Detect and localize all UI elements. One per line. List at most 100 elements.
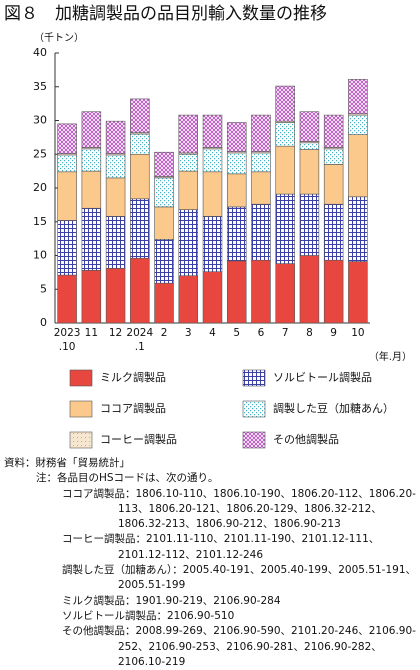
bar-segment [226, 152, 247, 175]
bar-segment [323, 164, 344, 205]
bar-segment [251, 152, 271, 173]
bar-segment [57, 220, 77, 276]
legend-label: ミルク調製品 [100, 370, 166, 384]
x-tick-label: 4 [209, 327, 216, 339]
y-axis-label: （千トン） [34, 32, 84, 44]
bar-segment [81, 207, 102, 271]
legend-swatch [242, 369, 266, 387]
bar-segment [178, 170, 199, 210]
bar-segment [81, 111, 102, 148]
bar-segment [348, 134, 368, 198]
bar-segment [299, 142, 320, 150]
bar-segment [130, 198, 150, 259]
bar-segment [154, 282, 174, 324]
bar-segment [323, 203, 344, 261]
y-tick-label: 5 [40, 282, 47, 295]
y-tick-label: 10 [33, 249, 47, 262]
item-codes: 2101.11-110、2101.11-190、2101.12-111、2101… [118, 533, 380, 561]
x-tick-label: 7 [281, 327, 289, 339]
bar-segment [226, 122, 247, 152]
bar-segment [299, 193, 320, 256]
x-tick-label: 2024 .1 [126, 327, 154, 353]
x-tick-label: 2 [160, 327, 168, 339]
bar-segment [154, 151, 174, 177]
bar-segment [105, 154, 126, 179]
bar-segment [323, 259, 344, 324]
bar-segment [202, 171, 223, 217]
item-name: コーヒー調製品： [62, 533, 146, 546]
bar-segment [226, 173, 247, 208]
bar-segment [348, 79, 368, 115]
legend-swatch [69, 369, 93, 387]
legend-swatch [242, 400, 266, 418]
bar-segment [130, 153, 150, 200]
bar-segment [154, 206, 174, 240]
chart: 図８ 加糖調製品の品目別輸入数量の推移 （千トン） （年.月） 0 5 10 15 20… [4, 4, 412, 449]
bar-segment [251, 259, 271, 324]
legend-swatch [242, 431, 266, 449]
hs-code-item: ココア調製品：1806.10-110、1806.10-190、1806.20-1… [4, 487, 416, 533]
item-name: 調製した豆（加糖あん）： [62, 564, 183, 577]
y-tick-label: 40 [33, 46, 47, 59]
bar-segment [299, 255, 320, 324]
bar-segment [323, 114, 344, 148]
item-codes: 2106.90-510 [167, 609, 235, 622]
notes: 資料：財務省「貿易統計」 注：各品目のHSコードは、次の通り。 ココア調製品：1… [4, 456, 416, 670]
x-tick-label: 8 [306, 327, 313, 339]
bar-segment [81, 270, 102, 324]
bar-segment [105, 268, 126, 324]
bar-segment [251, 171, 271, 205]
legend-swatch [69, 431, 93, 449]
bar-segment [105, 177, 126, 217]
bar-segment [130, 257, 150, 324]
bar-segment [299, 149, 320, 195]
bar-segment [154, 239, 174, 284]
legend-label: コーヒー調製品 [100, 432, 177, 446]
item-name: ソルビトール調製品： [62, 609, 167, 622]
item-codes: 1901.90-219、2106.90-284 [135, 594, 281, 607]
bar-segment [130, 98, 150, 133]
bar-segment [202, 148, 223, 173]
hs-code-item: コーヒー調製品：2101.11-110、2101.11-190、2101.12-… [4, 532, 416, 563]
bar-segment [226, 260, 247, 324]
bar-segment [226, 206, 247, 262]
bar-segment [251, 114, 271, 152]
bar-segment [57, 154, 77, 173]
bar-segment [81, 170, 102, 209]
y-tick-label: 20 [33, 181, 47, 194]
x-axis-label: （年.月） [369, 350, 412, 363]
item-name: その他調製品： [62, 625, 136, 638]
x-tick-label: 2023 .10 [53, 327, 81, 353]
y-tick-label: 0 [40, 316, 47, 329]
bar-segment [275, 263, 295, 324]
hs-code-item: ソルビトール調製品：2106.90-510 [4, 609, 416, 624]
bar-segment [202, 271, 223, 324]
bar-segment [202, 114, 223, 148]
chart-title: 図８ 加糖調製品の品目別輸入数量の推移 [4, 4, 327, 24]
bar-segment [202, 216, 223, 273]
bar-segment [130, 133, 150, 155]
bar-segment [275, 85, 295, 122]
bar-segment [323, 148, 344, 165]
item-name: ミルク調製品： [62, 594, 136, 607]
y-tick-label: 30 [33, 114, 47, 127]
y-tick-label: 25 [33, 147, 47, 160]
hs-code-item: その他調製品：2008.99-269、2106.90-590、2101.20-2… [4, 624, 416, 670]
legend-label: ソルビトール調製品 [273, 370, 372, 384]
x-tick-label: 12 [108, 327, 123, 339]
item-name: ココア調製品： [62, 487, 136, 500]
bar-segment [178, 153, 199, 172]
hs-code-item: ミルク調製品：1901.90-219、2106.90-284 [4, 594, 416, 609]
bar-segment [57, 171, 77, 221]
x-tick-label: 6 [257, 327, 265, 339]
bar-segment [348, 114, 368, 135]
bar-segment [81, 148, 102, 172]
x-tick-label: 9 [330, 327, 337, 339]
bar-segment [275, 193, 295, 264]
y-tick-label: 15 [33, 215, 47, 228]
bar-segment [275, 122, 295, 147]
x-tick-label: 11 [84, 327, 99, 339]
item-codes: 2005.40-191、2005.40-199、2005.51-191、2005… [118, 564, 417, 592]
bar-segment [154, 177, 174, 208]
